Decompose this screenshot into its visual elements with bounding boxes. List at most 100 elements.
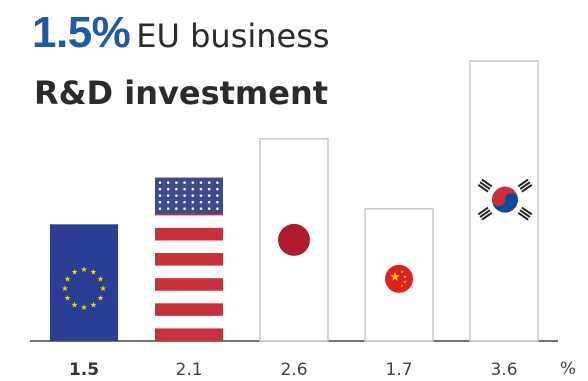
chart-title: 1.5% EU business xyxy=(32,8,330,58)
us-star xyxy=(175,207,178,210)
us-star xyxy=(207,207,211,210)
eu-star xyxy=(97,275,104,282)
us-star xyxy=(158,207,162,210)
us-star xyxy=(216,200,219,204)
china-big-star xyxy=(390,271,400,281)
us-star xyxy=(191,181,195,184)
china-small-star xyxy=(403,275,407,279)
us-stars-icon xyxy=(158,181,219,210)
us-star xyxy=(166,194,170,197)
bar-cn xyxy=(364,208,434,342)
us-star xyxy=(191,207,195,210)
eu-star xyxy=(99,285,107,292)
us-star xyxy=(207,181,211,184)
eu-star xyxy=(80,266,88,273)
unit-label: % xyxy=(560,359,576,379)
us-star xyxy=(183,187,186,191)
us-star xyxy=(175,194,178,197)
bar-us xyxy=(155,177,223,342)
bar-jp xyxy=(259,138,329,342)
us-stripe xyxy=(155,265,223,279)
us-star xyxy=(175,187,178,191)
us-star xyxy=(158,200,162,204)
korea-trigram-bar xyxy=(517,211,529,221)
eu-star xyxy=(90,301,97,308)
japan-flag-icon xyxy=(278,223,310,256)
eu-star xyxy=(71,268,78,275)
tick-label-cn: 1.7 xyxy=(385,360,412,380)
us-stripe xyxy=(155,303,223,317)
korea-trigram-bar xyxy=(479,181,491,190)
korea-trigram xyxy=(477,178,493,193)
us-star xyxy=(158,194,162,197)
us-star xyxy=(166,200,170,204)
tick-label-eu: 1.5 xyxy=(69,360,99,380)
us-star xyxy=(191,187,195,191)
eu-stars-icon xyxy=(61,266,107,311)
us-stripe xyxy=(155,215,223,229)
us-star xyxy=(183,194,186,197)
us-star xyxy=(191,194,195,197)
us-star xyxy=(175,181,178,184)
us-star xyxy=(166,207,170,210)
korea-taeguk-blue-lobe xyxy=(505,193,518,207)
eu-star xyxy=(97,294,104,301)
eu-star xyxy=(64,275,71,282)
eu-star xyxy=(80,304,88,311)
korea-trigram-bar xyxy=(481,178,493,188)
us-stripe xyxy=(155,278,223,292)
us-star xyxy=(199,194,203,197)
us-star xyxy=(199,181,203,184)
china-small-star xyxy=(403,280,407,284)
us-star xyxy=(158,187,162,191)
korea-trigram-bar xyxy=(481,211,493,221)
headline-text: EU business xyxy=(136,17,330,55)
us-star xyxy=(216,194,219,197)
korea-trigram xyxy=(517,178,533,193)
us-stripe xyxy=(155,253,223,266)
us-star xyxy=(199,200,203,204)
china-flag-icon xyxy=(385,264,413,293)
us-canton xyxy=(155,177,223,214)
china-small-star xyxy=(400,270,404,274)
korea-trigram-bar xyxy=(521,183,533,193)
eu-star xyxy=(90,268,97,275)
korea-trigram-bar xyxy=(477,183,489,193)
us-star xyxy=(207,200,211,204)
us-stripe xyxy=(155,328,223,342)
korea-trigram-bar xyxy=(477,206,489,216)
tick-label-us: 2.1 xyxy=(175,360,202,380)
headline-value: 1.5% xyxy=(32,8,131,57)
us-stripe xyxy=(155,315,223,329)
eu-star xyxy=(71,301,78,308)
us-stripe xyxy=(155,290,223,304)
us-stripe xyxy=(155,240,223,254)
us-star xyxy=(216,207,219,210)
korea-trigram-bar xyxy=(519,209,531,218)
china-small-star xyxy=(400,284,404,288)
us-star xyxy=(158,181,162,184)
us-star xyxy=(207,187,211,191)
eu-star xyxy=(64,294,71,301)
us-star xyxy=(175,200,178,204)
us-star xyxy=(183,181,186,184)
bar-kr xyxy=(469,60,539,342)
us-star xyxy=(216,187,219,191)
us-star xyxy=(199,207,203,210)
korea-trigram-bar xyxy=(521,206,533,216)
us-star xyxy=(183,207,186,210)
chart-subtitle: R&D investment xyxy=(34,74,329,112)
us-star xyxy=(199,187,203,191)
tick-label-kr: 3.6 xyxy=(490,360,517,380)
bar-eu xyxy=(50,224,118,341)
korea-trigram xyxy=(477,206,493,221)
us-star xyxy=(207,194,211,197)
us-stripe xyxy=(155,227,223,241)
korea-trigram-bar xyxy=(519,181,531,190)
korea-taeguk-red-lobe xyxy=(492,193,505,207)
eu-flag-bar xyxy=(50,224,118,341)
us-star xyxy=(183,200,186,204)
us-star xyxy=(166,187,170,191)
eu-star xyxy=(61,285,69,292)
